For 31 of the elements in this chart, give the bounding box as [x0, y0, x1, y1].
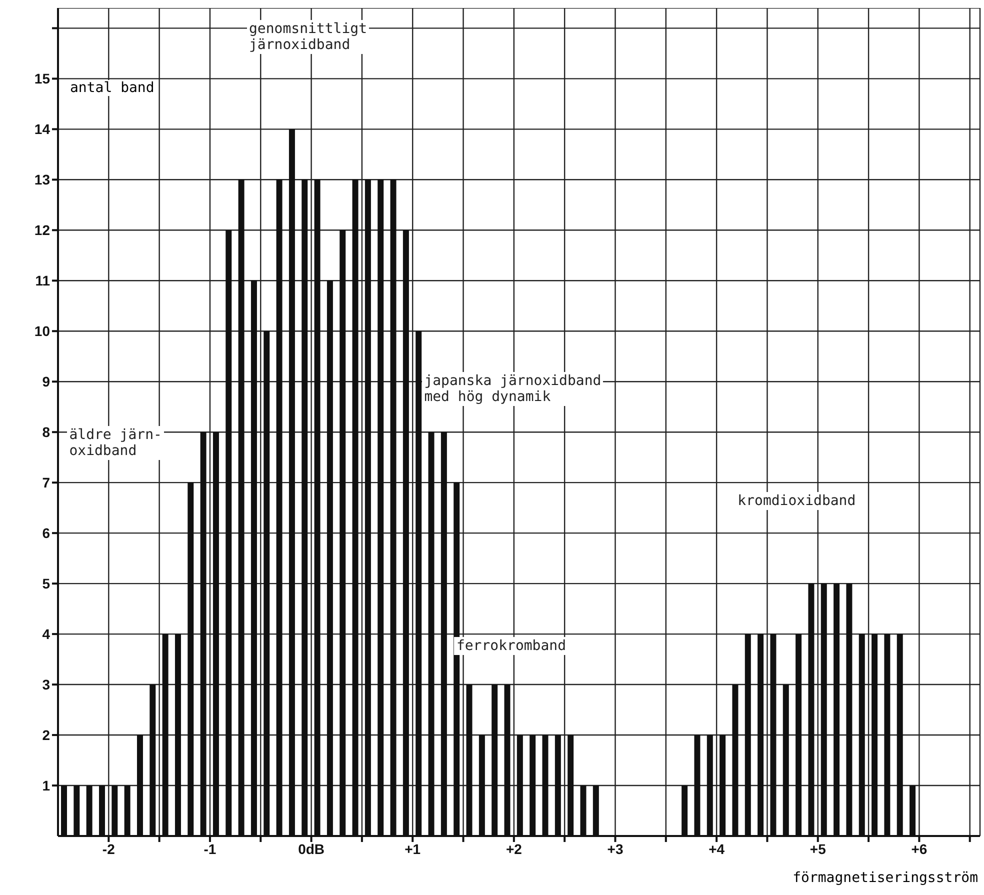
y-tick-label: 14 [34, 121, 50, 138]
x-tick-label: +3 [607, 840, 624, 857]
y-tick-label: 6 [42, 525, 50, 542]
x-tick-label: +6 [911, 840, 928, 857]
x-tick-label: 0dB [298, 840, 325, 857]
y-tick-label: 10 [34, 323, 50, 340]
x-tick-label: -2 [102, 840, 116, 857]
x-tick-label: +1 [404, 840, 421, 857]
y-tick-label: 9 [42, 374, 50, 390]
y-tick-label: 11 [35, 272, 50, 289]
y-tick-label: 3 [42, 676, 50, 693]
y-tick-label: 7 [42, 474, 50, 491]
y-tick-label: 13 [34, 172, 50, 188]
x-axis-title: förmagnetiseringsström [792, 870, 978, 886]
x-tick-label: -1 [204, 840, 216, 857]
y-tick-label: 1 [42, 777, 50, 794]
y-axis-title: antal band [70, 80, 154, 96]
x-tick-label: +4 [708, 840, 725, 857]
y-tick-label: 8 [42, 424, 50, 440]
annotation: genomsnittligt järnoxidband [247, 20, 370, 54]
y-tick-label: 5 [42, 576, 50, 592]
y-tick-label: 4 [42, 626, 50, 642]
x-tick-label: +2 [506, 840, 522, 857]
x-tick-label: +5 [810, 840, 826, 857]
annotation: japanska järnoxidband med hög dynamik [422, 372, 604, 406]
y-tick-label: 15 [34, 70, 50, 87]
y-tick-label: 12 [34, 222, 50, 238]
y-tick-label: 2 [42, 726, 50, 743]
annotation: ferrokromband [454, 637, 568, 656]
annotation: kromdioxidband [736, 492, 858, 510]
annotation: äldre järn- oxidband [67, 426, 164, 460]
